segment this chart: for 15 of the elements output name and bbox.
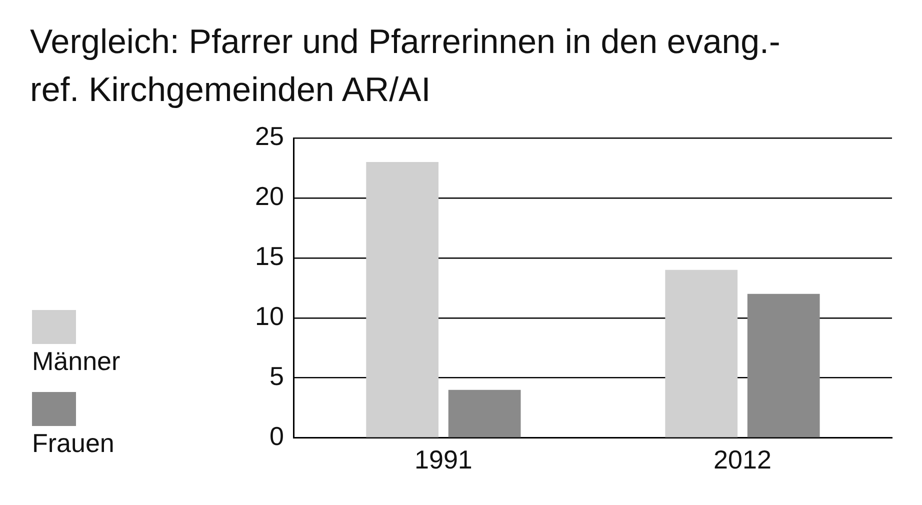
y-tick-label: 5 [269, 361, 284, 392]
bar [366, 162, 439, 438]
y-tick-label: 25 [255, 121, 284, 152]
bar [665, 270, 738, 438]
bar [448, 390, 521, 438]
x-tick-label: 2012 [714, 444, 772, 475]
y-tick-label: 15 [255, 241, 284, 272]
bar [747, 294, 820, 438]
y-tick-label: 10 [255, 301, 284, 332]
legend-label: Frauen [32, 427, 116, 460]
chart-title: Vergleich: Pfarrer und Pfarrerinnen in den evang.-ref. Kirchgemeinden AR/AI [30, 22, 782, 111]
x-tick-label: 1991 [414, 444, 472, 475]
y-tick-label: 20 [255, 181, 284, 212]
y-tick-label: 0 [269, 420, 284, 451]
legend-label: Männer [32, 345, 120, 378]
